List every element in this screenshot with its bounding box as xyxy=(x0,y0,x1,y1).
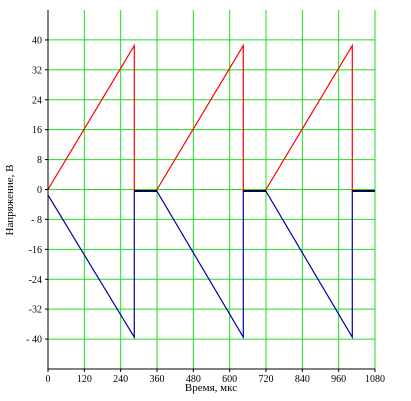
y-tick-label: 32 xyxy=(32,65,42,76)
y-tick-label: 16 xyxy=(32,125,42,136)
series-group xyxy=(47,43,375,340)
x-axis-label: Время, мкс xyxy=(185,382,237,394)
x-tick-label: 1080 xyxy=(365,374,385,385)
x-tick-label: 480 xyxy=(186,374,201,385)
x-tick-label: 240 xyxy=(113,374,128,385)
series-line-1 xyxy=(47,43,375,192)
y-tick-label: 24 xyxy=(32,95,42,106)
y-axis-ticks: 40 32 24 16 8 0 - 8 -16 -24 -32 - 40 xyxy=(26,35,48,346)
y-tick-label: - 8 xyxy=(31,215,42,226)
x-tick-label: 840 xyxy=(295,374,310,385)
series-line-2 xyxy=(47,190,375,340)
y-tick-label: - 40 xyxy=(26,335,42,346)
y-tick-label: 40 xyxy=(32,35,42,46)
x-tick-label: 600 xyxy=(222,374,237,385)
x-axis-ticks: 0 120 240 360 480 600 720 840 960 1080 xyxy=(46,369,385,385)
x-tick-label: 0 xyxy=(46,374,51,385)
x-tick-label: 120 xyxy=(77,374,92,385)
y-axis-label: Напряжение, В xyxy=(4,165,16,236)
y-tick-label: 0 xyxy=(37,185,42,196)
x-tick-label: 960 xyxy=(331,374,346,385)
y-tick-label: 8 xyxy=(37,155,42,166)
x-tick-label: 360 xyxy=(150,374,165,385)
y-tick-label: -16 xyxy=(29,245,42,256)
y-tick-label: -24 xyxy=(29,275,42,286)
x-tick-label: 720 xyxy=(259,374,274,385)
grid xyxy=(48,10,376,369)
y-tick-label: -32 xyxy=(29,305,42,316)
